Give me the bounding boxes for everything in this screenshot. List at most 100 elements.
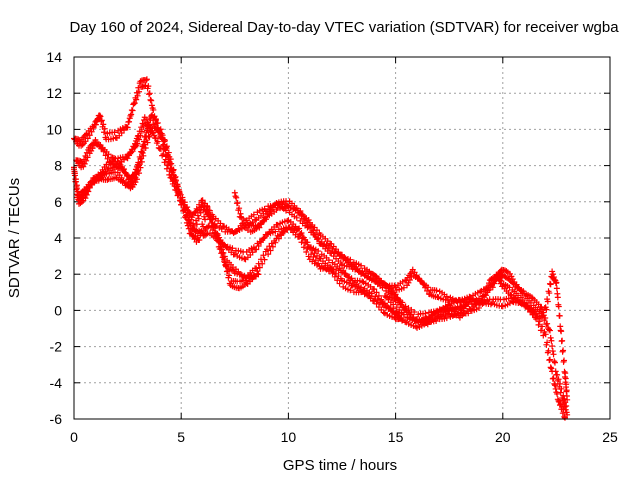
data-point-marker xyxy=(179,199,186,206)
y-tick-label: 0 xyxy=(54,302,62,318)
series-satellite-track-f xyxy=(381,268,571,403)
data-point-marker xyxy=(185,225,192,232)
data-point-marker xyxy=(556,380,563,387)
data-point-marker xyxy=(167,156,174,163)
data-point-marker xyxy=(293,226,300,233)
y-tick-label: 2 xyxy=(54,266,62,282)
data-point-marker xyxy=(148,102,155,109)
data-point-marker xyxy=(406,277,413,284)
data-point-marker xyxy=(219,249,226,256)
data-point-marker xyxy=(134,92,141,99)
data-point-marker xyxy=(315,248,322,255)
data-point-marker xyxy=(142,82,149,89)
data-point-marker xyxy=(165,149,172,156)
data-point-marker xyxy=(133,176,140,183)
data-point-marker xyxy=(234,199,241,206)
data-point-marker xyxy=(73,185,80,192)
data-point-marker xyxy=(483,292,490,299)
data-point-marker xyxy=(236,205,243,212)
data-point-marker xyxy=(555,303,562,310)
data-point-marker xyxy=(256,224,263,231)
data-point-marker xyxy=(528,294,535,301)
series-satellite-track-b xyxy=(73,114,470,331)
series-satellite-track-d xyxy=(71,121,262,292)
data-point-marker xyxy=(371,286,378,293)
data-point-marker xyxy=(137,132,144,139)
data-point-marker xyxy=(206,215,213,222)
data-point-marker xyxy=(546,356,553,363)
data-point-marker xyxy=(537,327,544,334)
data-point-marker xyxy=(465,299,472,306)
data-point-marker xyxy=(368,270,375,277)
data-point-marker xyxy=(552,368,559,375)
data-point-marker xyxy=(560,347,567,354)
data-point-marker xyxy=(84,135,91,142)
data-point-marker xyxy=(143,77,150,84)
data-point-marker xyxy=(300,244,307,251)
data-point-marker xyxy=(275,235,282,242)
data-point-marker xyxy=(83,191,90,198)
x-tick-label: 15 xyxy=(388,429,404,445)
data-point-marker xyxy=(201,213,208,220)
data-point-marker xyxy=(305,217,312,224)
data-point-marker xyxy=(203,202,210,209)
data-point-marker xyxy=(554,294,561,301)
data-point-marker xyxy=(561,357,568,364)
data-point-marker xyxy=(559,337,566,344)
data-point-marker xyxy=(160,151,167,158)
data-point-marker xyxy=(134,140,141,147)
data-point-marker xyxy=(542,331,549,338)
data-point-marker xyxy=(90,125,97,132)
data-point-marker xyxy=(558,328,565,335)
data-point-marker xyxy=(411,309,418,316)
data-point-marker xyxy=(315,260,322,267)
data-point-marker xyxy=(214,230,221,237)
data-point-marker xyxy=(146,91,153,98)
data-point-marker xyxy=(310,254,317,261)
data-point-marker xyxy=(105,151,112,158)
data-point-marker xyxy=(145,83,152,90)
data-point-marker xyxy=(139,120,146,127)
data-point-marker xyxy=(132,143,139,150)
data-point-marker xyxy=(171,176,178,183)
data-point-marker xyxy=(174,181,181,188)
data-point-marker xyxy=(256,264,263,271)
data-point-marker xyxy=(152,135,159,142)
data-point-marker xyxy=(194,212,201,219)
x-tick-label: 0 xyxy=(70,429,78,445)
data-point-marker xyxy=(126,118,133,125)
data-point-marker xyxy=(562,370,569,377)
data-point-marker xyxy=(196,237,203,243)
data-point-marker xyxy=(424,287,431,294)
data-point-marker xyxy=(544,298,551,305)
data-point-marker xyxy=(199,199,206,206)
data-point-marker xyxy=(85,188,92,195)
data-point-marker xyxy=(161,159,168,166)
data-point-marker xyxy=(253,246,260,253)
data-point-marker xyxy=(207,211,214,218)
data-point-marker xyxy=(481,296,488,303)
data-point-marker xyxy=(231,189,238,196)
series-satellite-track-c xyxy=(71,111,406,324)
data-point-marker xyxy=(284,217,291,224)
data-point-marker xyxy=(223,263,230,270)
data-point-marker xyxy=(193,205,200,212)
data-point-marker xyxy=(182,214,189,221)
data-point-marker xyxy=(548,365,555,372)
data-point-marker xyxy=(151,132,158,139)
data-point-marker xyxy=(198,230,205,237)
data-point-marker xyxy=(479,301,486,308)
data-point-marker xyxy=(551,382,558,389)
data-point-marker xyxy=(121,166,128,173)
data-point-marker xyxy=(209,216,216,223)
data-point-marker xyxy=(482,288,489,295)
y-tick-label: 14 xyxy=(46,49,62,65)
data-point-marker xyxy=(135,84,142,91)
data-point-marker xyxy=(413,272,420,279)
data-point-marker xyxy=(255,242,262,249)
data-point-marker xyxy=(202,206,209,213)
data-point-marker xyxy=(146,90,153,97)
x-tick-label: 20 xyxy=(495,429,511,445)
data-point-marker xyxy=(223,268,230,275)
data-point-marker xyxy=(104,176,111,183)
